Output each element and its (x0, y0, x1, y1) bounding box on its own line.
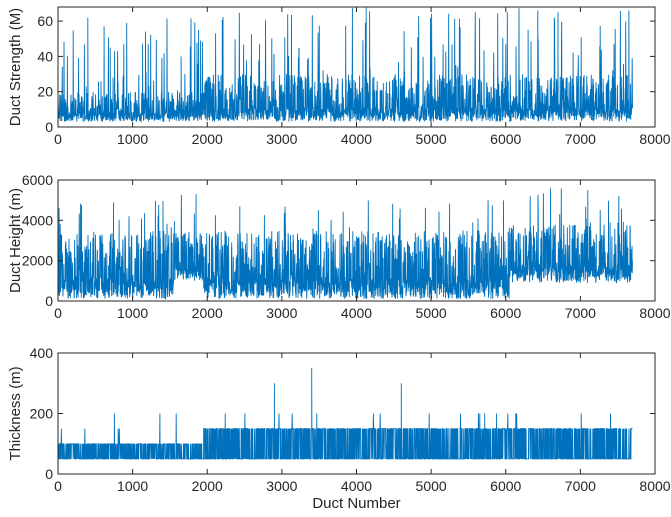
duct-height-x-tick-label: 2000 (192, 305, 223, 321)
thickness-y-tick-label: 400 (30, 345, 54, 361)
duct-height-y-tick-label: 0 (45, 293, 53, 309)
duct-strength-x-tick-label: 5000 (416, 131, 447, 147)
duct-strength-x-tick-label: 2000 (192, 131, 223, 147)
duct-strength-y-axis-label: Duct Strength (M) (7, 8, 24, 126)
duct-height-y-tick-label: 2000 (22, 253, 53, 269)
duct-height-x-tick-label: 1000 (117, 305, 148, 321)
duct-height-x-tick-label: 6000 (490, 305, 521, 321)
duct-strength-x-tick-label: 6000 (490, 131, 521, 147)
duct-strength-y-tick-label: 40 (37, 48, 53, 64)
duct-height-x-tick-label: 5000 (416, 305, 447, 321)
thickness-x-axis-label: Duct Number (312, 495, 400, 512)
duct-strength-y-tick-label: 60 (37, 13, 53, 29)
duct-height-y-axis-label: Duct Height (m) (7, 188, 24, 293)
thickness-x-tick-label: 0 (54, 478, 62, 494)
thickness-x-tick-label: 7000 (565, 478, 596, 494)
thickness-x-tick-label: 5000 (416, 478, 447, 494)
thickness-x-tick-label: 3000 (266, 478, 297, 494)
duct-height-series-line (58, 188, 633, 300)
thickness-y-axis-label: Thickness (m) (7, 366, 24, 460)
duct-strength-panel: 0 1000 2000 3000 4000 5000 6000 7000 8000 0 20 40 60… (7, 6, 671, 147)
duct-height-panel: 0 1000 2000 3000 4000 5000 6000 7000 8000 0 2000 40… (7, 172, 671, 321)
duct-strength-y-tick-label: 0 (45, 119, 53, 135)
thickness-x-tick-label: 6000 (490, 478, 521, 494)
duct-height-y-tick-label: 4000 (22, 212, 53, 228)
duct-strength-x-tick-label: 4000 (341, 131, 372, 147)
duct-strength-x-tick-label: 0 (54, 131, 62, 147)
duct-height-x-tick-label: 0 (54, 305, 62, 321)
thickness-panel: 0 1000 2000 3000 4000 5000 6000 7000 8000 0 200 400… (7, 345, 671, 512)
thickness-series-line (58, 368, 633, 460)
duct-height-x-tick-label: 3000 (266, 305, 297, 321)
duct-height-y-tick-label: 6000 (22, 172, 53, 188)
duct-strength-x-tick-label: 8000 (639, 131, 670, 147)
thickness-x-tick-label: 2000 (192, 478, 223, 494)
duct-strength-y-tick-label: 20 (37, 84, 53, 100)
thickness-x-tick-label: 4000 (341, 478, 372, 494)
duct-strength-x-tick-label: 3000 (266, 131, 297, 147)
duct-strength-series-line (58, 7, 633, 123)
duct-strength-x-tick-label: 7000 (565, 131, 596, 147)
duct-strength-x-tick-label: 1000 (117, 131, 148, 147)
thickness-x-tick-label: 1000 (117, 478, 148, 494)
thickness-y-tick-label: 0 (45, 466, 53, 482)
duct-height-x-tick-label: 7000 (565, 305, 596, 321)
duct-height-x-tick-label: 4000 (341, 305, 372, 321)
thickness-y-tick-label: 200 (30, 406, 54, 422)
thickness-x-tick-label: 8000 (639, 478, 670, 494)
duct-height-x-tick-label: 8000 (639, 305, 670, 321)
